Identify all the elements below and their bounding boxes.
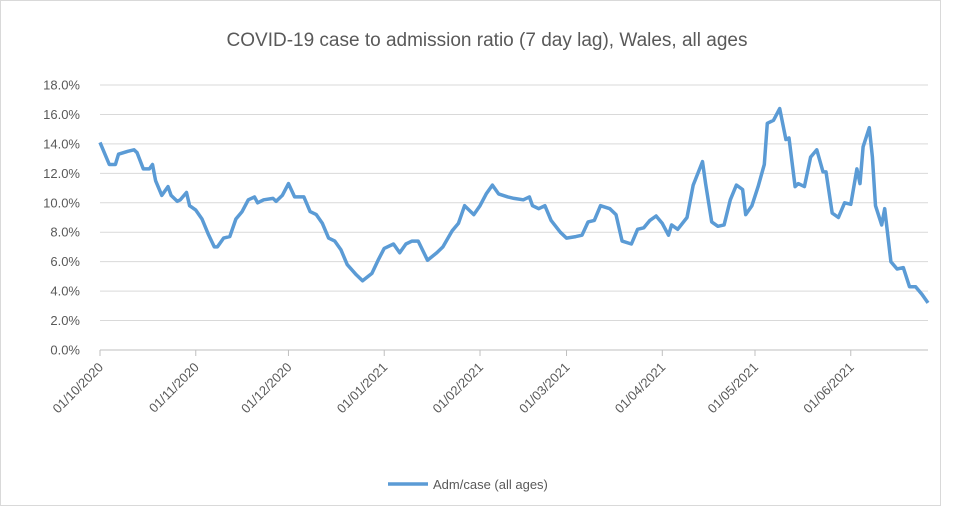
legend-label: Adm/case (all ages) — [433, 477, 548, 492]
y-tick-label: 12.0% — [43, 166, 80, 181]
chart-title: COVID-19 case to admission ratio (7 day … — [227, 30, 748, 51]
y-tick-label: 8.0% — [50, 225, 80, 240]
y-tick-label: 2.0% — [50, 313, 80, 328]
y-tick-label: 16.0% — [43, 107, 80, 122]
y-tick-label: 6.0% — [50, 254, 80, 269]
y-tick-label: 10.0% — [43, 195, 80, 210]
y-tick-label: 0.0% — [50, 343, 80, 358]
y-tick-label: 18.0% — [43, 78, 80, 93]
y-tick-label: 14.0% — [43, 136, 80, 151]
data-line — [98, 106, 930, 304]
y-tick-label: 4.0% — [50, 284, 80, 299]
